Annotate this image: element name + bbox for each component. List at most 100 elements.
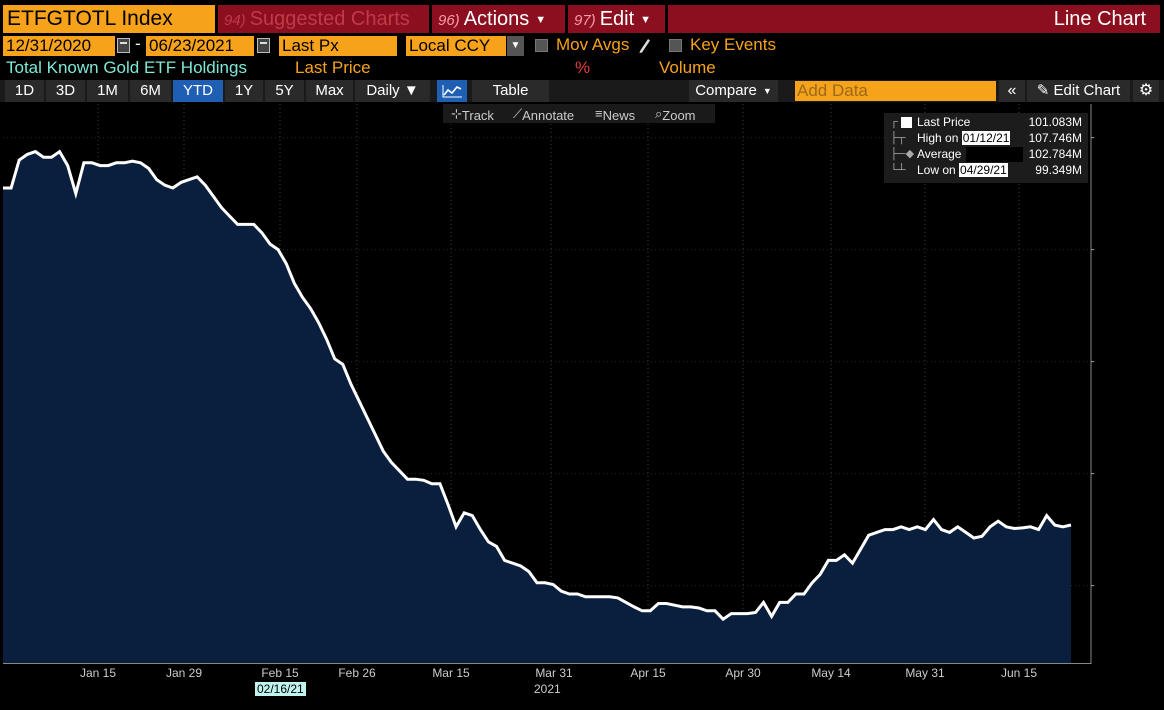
line-chart-icon[interactable] — [437, 80, 467, 102]
percent-label: % — [575, 58, 591, 77]
x-tick-label: Mar 31 — [535, 666, 573, 680]
frequency-dropdown[interactable]: Daily ▼ — [355, 80, 430, 102]
range-5y-button[interactable]: 5Y — [265, 80, 304, 102]
header-bar: ETFGTOTL Index 94) Suggested Charts 96) Ac… — [0, 0, 1164, 34]
x-tick-label: Feb 15 — [261, 666, 299, 680]
calendar-icon[interactable] — [117, 38, 130, 53]
legend-average-label: Average — [917, 147, 962, 161]
collapse-icon[interactable]: « — [999, 80, 1025, 102]
range-1d-button[interactable]: 1D — [5, 80, 44, 102]
pencil-icon[interactable] — [637, 36, 651, 54]
line-chart[interactable]: 100M102M104M106M108M105.203M101.083M — [3, 104, 1094, 664]
table-button[interactable]: Table — [472, 80, 549, 102]
x-tick-label: Feb 26 — [338, 666, 376, 680]
edit-label: Edit — [599, 8, 635, 30]
average-line-swatch — [966, 147, 1023, 162]
window-title: Line Chart — [1053, 8, 1146, 30]
x-axis-label-strip: Jan 15 Jan 29 Feb 15 Feb 26 Mar 15 Mar 31 Apr … — [0, 664, 1164, 710]
ticker-field[interactable]: ETFGTOTL Index — [3, 5, 215, 33]
x-tick-label: May 14 — [811, 666, 851, 680]
chart-subtoolbar: ⊹ Track ⟋ Annotate ≡ News ⌕ Zoom — [443, 104, 715, 123]
actions-number: 96) — [438, 12, 460, 29]
year-label: 2021 — [534, 682, 561, 696]
legend-high-value: 107.746M — [1028, 131, 1082, 145]
key-events-checkbox[interactable] — [669, 39, 682, 52]
x-tick-label: Jan 15 — [79, 666, 117, 680]
suggested-charts-label: Suggested Charts — [249, 8, 410, 30]
legend-marker: ┌ — [890, 116, 898, 128]
area-fill — [3, 151, 1071, 664]
range-1y-button[interactable]: 1Y — [225, 80, 263, 102]
actions-menu-button[interactable]: 96) Actions ▼ — [432, 5, 565, 33]
series-legend-row: Total Known Gold ETF Holdings Last Price… — [0, 58, 1164, 78]
price-line — [3, 149, 1072, 622]
x-tick-label: Apr 15 — [630, 666, 666, 680]
legend-high: ├┬ High on 01/12/21 107.746M — [884, 130, 1088, 146]
mov-avgs-checkbox[interactable] — [535, 39, 548, 52]
date-separator: - — [135, 34, 141, 53]
legend-last-price: ┌ Last Price 101.083M — [884, 114, 1088, 130]
x-tick-label: Jan 29 — [165, 666, 203, 680]
edit-chart-label: Edit Chart — [1053, 82, 1121, 99]
legend-low: └┴ Low on 04/29/21 99.349M — [884, 162, 1088, 178]
add-data-input[interactable]: Add Data — [795, 81, 996, 101]
annotate-button[interactable]: ⟋ Annotate — [513, 106, 575, 123]
end-date-field[interactable]: 06/23/2021 — [146, 36, 254, 56]
legend-high-text: High on — [917, 131, 959, 145]
chevron-down-icon: ▼ — [640, 14, 652, 26]
high-marker-icon: ├┬ — [890, 132, 906, 144]
currency-selector[interactable]: Local CCY — [406, 36, 506, 56]
series-name: Total Known Gold ETF Holdings — [6, 58, 247, 77]
zoom-button[interactable]: ⌕ Zoom — [655, 106, 696, 123]
compare-label: Compare — [695, 82, 757, 99]
calendar-icon[interactable] — [257, 38, 270, 53]
edit-number: 97) — [574, 12, 596, 29]
edit-menu-button[interactable]: 97) Edit ▼ — [568, 5, 665, 33]
low-marker-icon: └┴ — [890, 164, 906, 176]
chevron-down-icon[interactable]: ▼ — [507, 36, 524, 56]
compare-dropdown[interactable]: Compare ▼ — [689, 80, 778, 102]
gear-icon[interactable]: ⚙ — [1133, 80, 1159, 102]
field-selector[interactable]: Last Px — [279, 36, 397, 56]
x-tick-label: Mar 15 — [432, 666, 470, 680]
news-label: News — [602, 108, 636, 123]
mov-avgs-label: Mov Avgs — [556, 35, 630, 54]
legend-low-value: 99.349M — [1035, 163, 1082, 177]
range-max-button[interactable]: Max — [306, 80, 353, 102]
range-3d-button[interactable]: 3D — [46, 80, 85, 102]
average-marker-icon: ├─◆ — [890, 148, 915, 160]
zoom-label: Zoom — [662, 108, 696, 123]
track-button[interactable]: ⊹ Track — [451, 106, 494, 123]
y-axis-labels: 100M102M104M106M108M105.203M101.083M — [1091, 137, 1094, 587]
line-chart-glyph — [442, 85, 462, 98]
pencil-icon: ✎ — [1036, 82, 1050, 99]
track-label: Track — [461, 108, 494, 123]
last-price-label: Last Price — [295, 58, 371, 77]
suggested-charts-number: 94) — [224, 12, 246, 29]
legend-last-label: Last Price — [917, 115, 971, 129]
range-6m-button[interactable]: 6M — [130, 80, 171, 102]
chevron-down-icon: ▼ — [535, 14, 547, 26]
x-tick-label: Apr 30 — [725, 666, 761, 680]
edit-chart-button[interactable]: ✎ Edit Chart — [1027, 80, 1130, 102]
legend-swatch — [901, 117, 912, 128]
start-date-field[interactable]: 12/31/2020 — [3, 36, 115, 56]
title-bar: Line Chart — [668, 5, 1160, 33]
cursor-date-label: 02/16/21 — [255, 682, 306, 696]
legend-high-label: High on 01/12/21 — [917, 130, 1011, 146]
legend-high-date: 01/12/21 — [961, 131, 1011, 145]
suggested-charts-button[interactable]: 94) Suggested Charts — [218, 5, 429, 33]
legend-average: ├─◆ Average 102.784M — [884, 146, 1088, 162]
x-tick-label: May 31 — [905, 666, 945, 680]
chevron-down-icon: ▼ — [762, 86, 772, 96]
legend-average-value: 102.784M — [1028, 147, 1082, 161]
actions-label: Actions — [463, 8, 530, 30]
annotate-label: Annotate — [522, 108, 575, 123]
legend-low-text: Low on — [917, 163, 956, 177]
legend-low-date: 04/29/21 — [959, 163, 1008, 177]
volume-label: Volume — [659, 58, 716, 77]
news-button[interactable]: ≡ News — [595, 106, 636, 123]
legend-last-value: 101.083M — [1028, 115, 1082, 129]
range-1m-button[interactable]: 1M — [87, 80, 128, 102]
range-ytd-button[interactable]: YTD — [173, 80, 223, 102]
